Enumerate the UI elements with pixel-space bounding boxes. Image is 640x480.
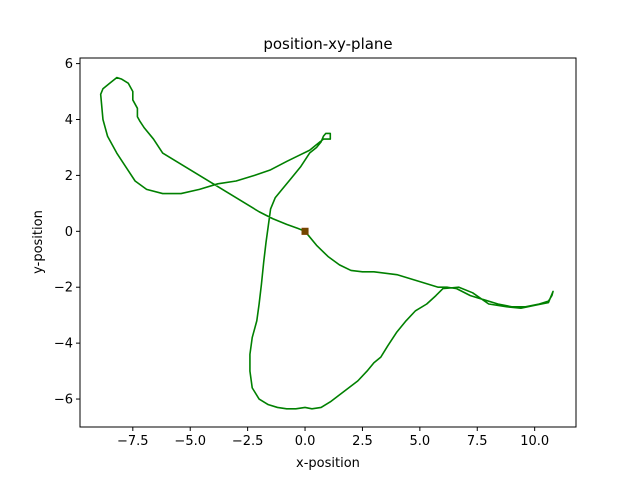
chart-title: position-xy-plane	[263, 35, 392, 53]
x-tick-label: −2.5	[232, 434, 264, 449]
plot-area	[80, 58, 576, 427]
y-tick-label: −6	[54, 393, 73, 408]
y-tick-label: 0	[65, 225, 73, 240]
y-tick-label: −4	[54, 337, 73, 352]
x-tick-label: 0.0	[295, 434, 316, 449]
end-marker	[301, 227, 309, 235]
x-tick-label: 10.0	[520, 434, 549, 449]
y-tick-label: −2	[54, 281, 73, 296]
data-layer	[99, 76, 554, 410]
y-axis-ticks: −6 −4 −2 0 2 4 6	[54, 57, 80, 408]
trajectory-line-0	[99, 76, 554, 410]
x-tick-label: 5.0	[410, 434, 431, 449]
x-tick-label: −7.5	[117, 434, 149, 449]
x-tick-label: 7.5	[467, 434, 488, 449]
plot-frame	[79, 57, 577, 428]
x-axis-label: x-position	[296, 456, 360, 471]
y-tick-label: 6	[65, 57, 73, 72]
x-tick-label: −5.0	[174, 434, 206, 449]
y-tick-label: 4	[65, 113, 73, 128]
x-tick-label: 2.5	[352, 434, 373, 449]
x-axis-ticks: −7.5 −5.0 −2.5 0.0 2.5 5.0 7.5 10.0	[117, 427, 549, 449]
y-tick-label: 2	[65, 169, 73, 184]
y-axis-label: y-position	[31, 210, 46, 274]
